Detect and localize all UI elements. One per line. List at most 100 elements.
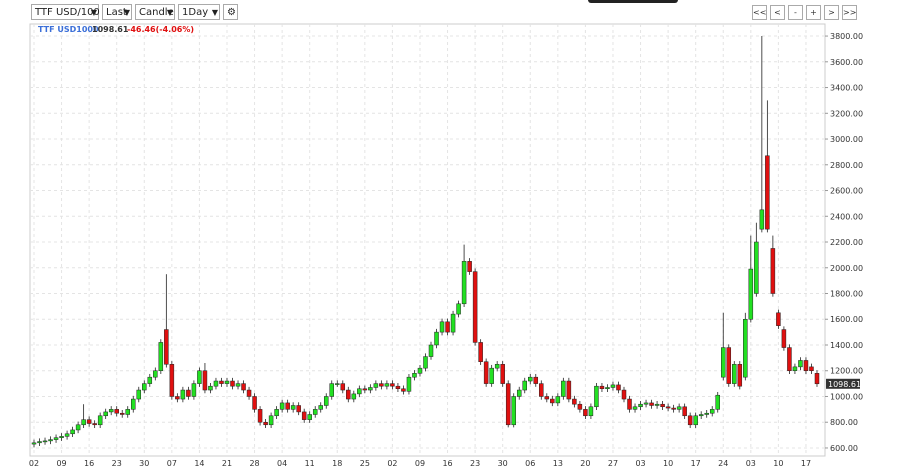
x-tick-label: 18 [332, 459, 342, 468]
candle-body [533, 376, 539, 384]
candle-body [335, 383, 340, 385]
candle-body [406, 376, 412, 392]
candle-body [682, 406, 687, 417]
y-tick-label: 2200.00 [830, 238, 863, 247]
y-tick-label: 2600.00 [830, 187, 863, 196]
candle-body [136, 389, 142, 400]
candle-body [754, 241, 759, 294]
x-tick-label: 13 [553, 459, 563, 468]
x-tick-label: 03 [746, 459, 756, 468]
candle-body [285, 402, 290, 410]
candle-body [743, 318, 748, 378]
candle-body [48, 439, 53, 442]
candle-body [654, 403, 660, 406]
candle-body [86, 419, 92, 424]
candle-body [373, 383, 379, 388]
y-tick-label: 3000.00 [830, 135, 863, 144]
x-tick-label: 06 [525, 459, 535, 468]
candle-body [577, 403, 583, 410]
candle-body [461, 261, 467, 305]
candle-body [748, 268, 754, 320]
candle-body [257, 409, 263, 423]
plot-frame [29, 23, 826, 457]
nav-button[interactable]: < [770, 5, 785, 20]
candle-body [638, 403, 643, 408]
y-tick-label: 1400.00 [830, 341, 863, 350]
x-tick-label: 23 [470, 459, 480, 468]
candle-body [505, 383, 511, 426]
x-tick-label: 04 [277, 459, 287, 468]
candle-body [726, 347, 732, 384]
candle-body [792, 366, 798, 371]
top-tab [588, 0, 678, 3]
y-tick-label: 1800.00 [830, 290, 863, 299]
nav-button[interactable]: >> [842, 5, 857, 20]
candle-body [759, 209, 765, 230]
candle-body [131, 398, 136, 410]
nav-button[interactable]: + [806, 5, 821, 20]
x-tick-label: 07 [167, 459, 177, 468]
x-tick-label: 10 [663, 459, 673, 468]
candle-body [588, 406, 594, 417]
candle-body [665, 406, 671, 409]
interval-text: 1Day [182, 7, 209, 18]
candle-body [186, 389, 191, 397]
candle-body [274, 409, 279, 417]
candle-body [75, 424, 81, 431]
candles [31, 36, 820, 448]
candle-body [698, 414, 704, 417]
y-tick-label: 1600.00 [830, 315, 863, 324]
candle-body [632, 406, 638, 410]
candle-body [197, 370, 202, 384]
x-tick-label: 02 [387, 459, 397, 468]
x-tick-label: 30 [139, 459, 149, 468]
x-tick-label: 17 [801, 459, 811, 468]
candle-body [53, 437, 59, 440]
candle-body [119, 412, 125, 415]
candle-body [175, 396, 180, 400]
candle-body [583, 409, 588, 417]
settings-button[interactable]: ⚙ [223, 4, 238, 20]
nav-button[interactable]: - [788, 5, 803, 20]
kind-text: Candle [139, 7, 174, 18]
candle-body [97, 415, 103, 426]
candle-body [671, 407, 676, 410]
nav-button[interactable]: > [824, 5, 839, 20]
candle-body [434, 331, 439, 346]
candle-body [456, 303, 461, 315]
candle-body [693, 415, 698, 426]
candle-body [395, 385, 401, 390]
candle-body [522, 380, 527, 391]
field-text: Last [106, 7, 127, 18]
legend-change: -46.46(-4.06%) [127, 25, 194, 34]
candle-body [765, 155, 770, 230]
candle-body [268, 415, 274, 426]
candle-body [616, 384, 621, 391]
last-price-label: 1098.61 [828, 380, 861, 389]
candle-body [417, 367, 423, 374]
candle-body [37, 441, 42, 444]
candle-body [516, 389, 522, 397]
candle-body [290, 405, 296, 410]
field-select[interactable]: Last ▼ [102, 4, 132, 20]
kind-select[interactable]: Candle ▼ [135, 4, 175, 20]
candle-body [787, 347, 792, 371]
candle-body [180, 389, 186, 400]
y-tick-label: 2000.00 [830, 264, 863, 273]
x-tick-label: 14 [194, 459, 204, 468]
candle-body [627, 398, 632, 410]
legend-price: 1098.61 [92, 25, 129, 34]
x-tick-label: 24 [718, 459, 728, 468]
candle-body [511, 396, 516, 426]
x-tick-label: 30 [498, 459, 508, 468]
interval-select[interactable]: 1Day ▼ [178, 4, 220, 20]
candle-body [594, 385, 599, 408]
symbol-select[interactable]: TTF USD/100 ▼ [31, 4, 100, 20]
candle-body [202, 370, 208, 391]
candle-body [814, 373, 820, 385]
nav-button[interactable]: << [752, 5, 767, 20]
candle-body [660, 403, 665, 408]
candle-body [103, 411, 108, 417]
candle-body [230, 380, 235, 387]
